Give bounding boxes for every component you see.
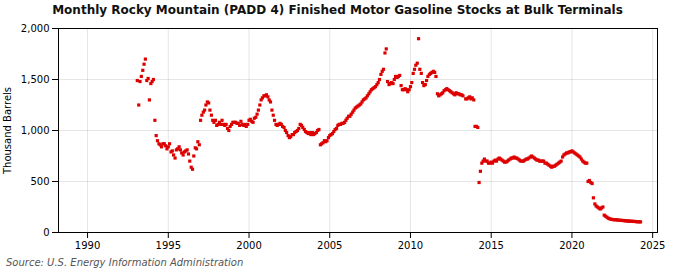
svg-text:1,500: 1,500 [21, 74, 50, 85]
svg-text:2020: 2020 [559, 240, 584, 251]
svg-text:1995: 1995 [156, 240, 181, 251]
svg-text:2000: 2000 [236, 240, 261, 251]
svg-text:1,000: 1,000 [21, 125, 50, 136]
svg-text:2025: 2025 [640, 240, 665, 251]
html-text:Monthly Rocky Mountain (PADD 4: Monthly Rocky Mountain (PADD 4) Finished… [52, 3, 623, 17]
svg-text:Thousand Barrels: Thousand Barrels [2, 87, 13, 175]
svg-text:2010: 2010 [398, 240, 423, 251]
svg-text:1990: 1990 [75, 240, 100, 251]
svg-text:2005: 2005 [317, 240, 342, 251]
svg-text:500: 500 [30, 176, 49, 187]
svg-text:2015: 2015 [478, 240, 503, 251]
svg-text:0: 0 [43, 227, 49, 238]
svg-text:2,000: 2,000 [21, 23, 50, 34]
html-text:Source: U.S. Energy Informatio: Source: U.S. Energy Information Administ… [6, 257, 244, 268]
